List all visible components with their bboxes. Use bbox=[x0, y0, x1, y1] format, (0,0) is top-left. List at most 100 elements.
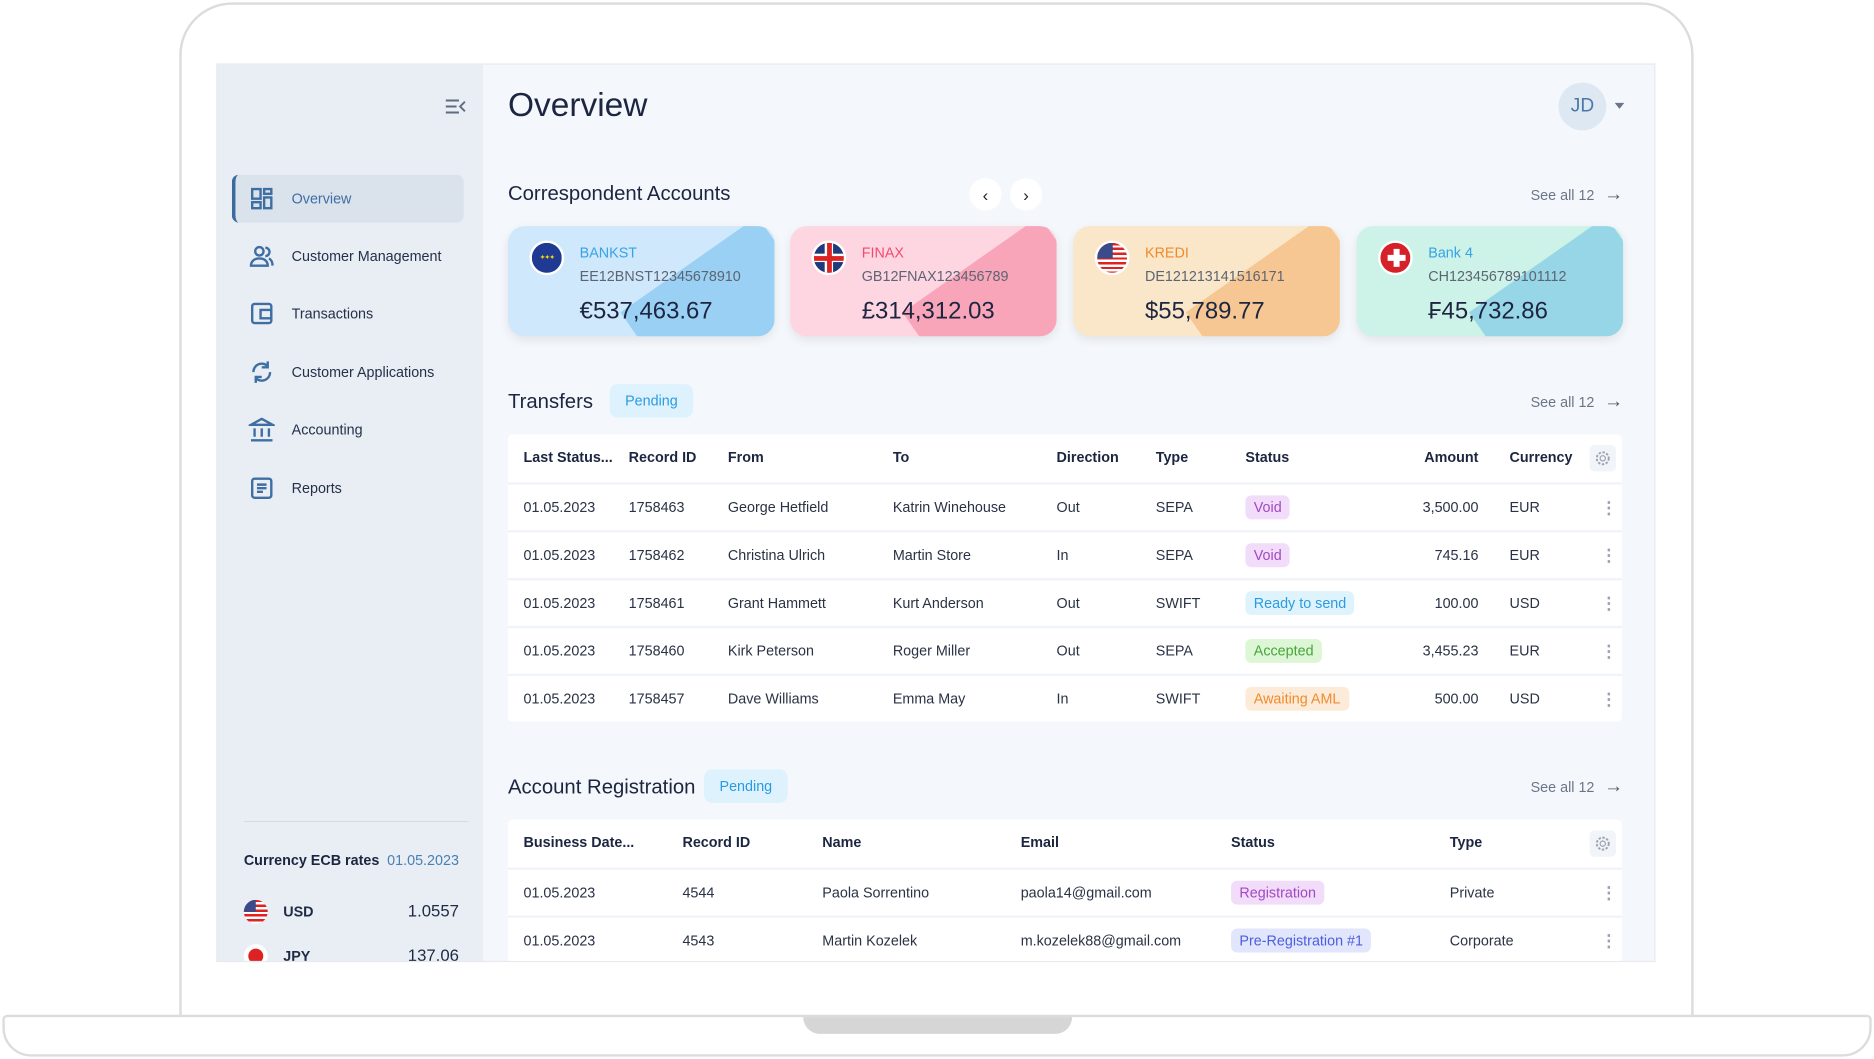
caret-down-icon[interactable] bbox=[1614, 102, 1625, 109]
table-row[interactable]: 01.05.2023 1758463 George Hetfield Katrin W… bbox=[507, 482, 1622, 530]
column-header[interactable]: Status bbox=[1231, 834, 1275, 851]
column-header[interactable]: To bbox=[892, 448, 910, 466]
column-header[interactable]: Record ID bbox=[682, 834, 751, 851]
row-menu-icon[interactable]: ⋮ bbox=[1600, 545, 1618, 565]
table-cell: 01.05.2023 bbox=[523, 932, 596, 949]
next-button[interactable]: › bbox=[1009, 178, 1043, 211]
table-cell: In bbox=[1056, 546, 1069, 564]
column-header[interactable]: Direction bbox=[1056, 448, 1119, 466]
see-all-label: See all 12 bbox=[1530, 186, 1595, 204]
eu-flag-icon: ✦✦✦ bbox=[529, 240, 565, 276]
account-card[interactable]: ✦✦✦ BANKST EE12BNST12345678910 €537,463.… bbox=[507, 226, 775, 337]
table-cell: 1758457 bbox=[628, 690, 685, 708]
column-header[interactable]: Type bbox=[1155, 448, 1189, 466]
column-header[interactable]: Record ID bbox=[628, 448, 697, 466]
column-header[interactable]: Type bbox=[1449, 834, 1483, 851]
bank-name: KREDI bbox=[1145, 244, 1189, 261]
sidebar-item-label: Overview bbox=[291, 190, 352, 208]
table-cell: 3,455.23 bbox=[1422, 642, 1479, 660]
column-header[interactable]: Email bbox=[1020, 834, 1059, 851]
column-header[interactable]: Currency bbox=[1509, 448, 1573, 466]
balance: £314,312.03 bbox=[861, 297, 995, 325]
table-cell: Dave Williams bbox=[727, 690, 819, 708]
status-badge: Awaiting AML bbox=[1245, 686, 1349, 711]
table-row[interactable]: 01.05.2023 1758461 Grant Hammett Kurt Ander… bbox=[507, 577, 1622, 626]
table-cell: USD bbox=[1509, 594, 1540, 612]
balance: €537,463.67 bbox=[579, 297, 713, 325]
bank-name: BANKST bbox=[579, 244, 638, 261]
gear-icon bbox=[1595, 451, 1610, 466]
table-cell: 4543 bbox=[682, 932, 715, 949]
iban: EE12BNST12345678910 bbox=[579, 268, 741, 285]
column-header[interactable]: Last Status... bbox=[523, 448, 613, 466]
balance: $55,789.77 bbox=[1145, 297, 1265, 325]
transfers-title: Transfers bbox=[507, 390, 594, 413]
status-badge: Accepted bbox=[1245, 638, 1322, 663]
sidebar-item-reports[interactable]: Reports bbox=[232, 464, 464, 512]
avatar[interactable]: JD bbox=[1558, 82, 1607, 131]
table-cell: Martin Store bbox=[892, 546, 971, 564]
row-menu-icon[interactable]: ⋮ bbox=[1600, 497, 1618, 517]
table-row[interactable]: 01.05.2023 1758457 Dave Williams Emma May In… bbox=[507, 673, 1622, 722]
account-card[interactable]: Bank 4 CH123456789101112 ₣45,732.86 bbox=[1356, 226, 1624, 337]
jp-flag-icon bbox=[243, 944, 268, 961]
rate-code: JPY bbox=[283, 947, 311, 963]
sidebar-item-customer-management[interactable]: Customer Management bbox=[232, 232, 464, 280]
sidebar-item-overview[interactable]: Overview bbox=[231, 174, 464, 223]
laptop-notch bbox=[803, 1017, 1073, 1034]
iban: DE121213141516171 bbox=[1145, 268, 1285, 285]
sidebar-item-customer-applications[interactable]: Customer Applications bbox=[232, 348, 464, 396]
iban: CH123456789101112 bbox=[1428, 268, 1567, 285]
table-row[interactable]: 01.05.2023 1758460 Kirk Peterson Roger Mill… bbox=[507, 625, 1622, 674]
account-card[interactable]: KREDI DE121213141516171 $55,789.77 bbox=[1073, 226, 1340, 337]
arrow-right-icon: → bbox=[1603, 184, 1624, 205]
column-header[interactable]: Status bbox=[1245, 448, 1290, 466]
registration-title: Account Registration bbox=[507, 775, 696, 799]
see-all-label: See all 12 bbox=[1530, 778, 1595, 796]
table-cell: Martin Kozelek bbox=[822, 932, 918, 949]
table-cell: 3,500.00 bbox=[1422, 498, 1479, 516]
accounts-see-all-link[interactable]: See all 12 → bbox=[1531, 184, 1623, 206]
column-header[interactable]: Business Date... bbox=[523, 834, 635, 851]
table-cell: EUR bbox=[1509, 546, 1540, 564]
table-row[interactable]: 01.05.2023 1758462 Christina Ulrich Martin … bbox=[507, 530, 1622, 578]
column-settings-button[interactable] bbox=[1589, 830, 1616, 857]
pending-badge[interactable]: Pending bbox=[703, 769, 788, 803]
sidebar-item-accounting[interactable]: Accounting bbox=[232, 406, 464, 454]
arrow-right-icon: → bbox=[1603, 391, 1624, 412]
swiss-flag-icon bbox=[1378, 240, 1413, 276]
table-cell: 1758462 bbox=[628, 546, 685, 564]
collapse-sidebar-icon[interactable] bbox=[445, 98, 467, 121]
column-settings-button[interactable] bbox=[1589, 445, 1616, 472]
pending-badge[interactable]: Pending bbox=[609, 384, 694, 418]
row-menu-icon[interactable]: ⋮ bbox=[1600, 930, 1618, 951]
table-cell: Corporate bbox=[1449, 932, 1514, 949]
table-cell: EUR bbox=[1509, 498, 1540, 516]
table-cell: 01.05.2023 bbox=[523, 594, 596, 612]
transfers-see-all-link[interactable]: See all 12 → bbox=[1531, 391, 1623, 413]
bank-name: FINAX bbox=[861, 244, 904, 261]
registration-see-all-link[interactable]: See all 12 → bbox=[1531, 777, 1623, 799]
see-all-label: See all 12 bbox=[1530, 393, 1595, 411]
column-header[interactable]: Name bbox=[822, 834, 862, 851]
row-menu-icon[interactable]: ⋮ bbox=[1600, 593, 1618, 613]
table-cell: Private bbox=[1449, 884, 1495, 902]
chevron-right-icon: › bbox=[1023, 184, 1029, 205]
sidebar-item-label: Customer Applications bbox=[291, 363, 435, 381]
table-row[interactable]: 01.05.2023 4544 Paola Sorrentino paola14@gm… bbox=[507, 867, 1622, 916]
sidebar: Overview Customer Management Transactions C… bbox=[217, 64, 483, 963]
table-cell: Emma May bbox=[892, 690, 966, 708]
table-row[interactable]: 01.05.2023 4543 Martin Kozelek m.kozelek88@… bbox=[507, 915, 1622, 960]
row-menu-icon[interactable]: ⋮ bbox=[1600, 883, 1618, 903]
document-icon bbox=[250, 477, 273, 499]
table-cell: 500.00 bbox=[1434, 690, 1479, 708]
column-header[interactable]: From bbox=[727, 448, 764, 466]
sidebar-item-transactions[interactable]: Transactions bbox=[232, 290, 464, 338]
account-card[interactable]: FINAX GB12FNAX123456789 £314,312.03 bbox=[790, 226, 1057, 337]
prev-button[interactable]: ‹ bbox=[969, 178, 1002, 211]
uk-flag-icon bbox=[811, 240, 847, 276]
row-menu-icon[interactable]: ⋮ bbox=[1600, 641, 1618, 661]
column-header[interactable]: Amount bbox=[1424, 448, 1479, 466]
row-menu-icon[interactable]: ⋮ bbox=[1600, 689, 1618, 709]
table-cell: 4544 bbox=[682, 884, 715, 902]
